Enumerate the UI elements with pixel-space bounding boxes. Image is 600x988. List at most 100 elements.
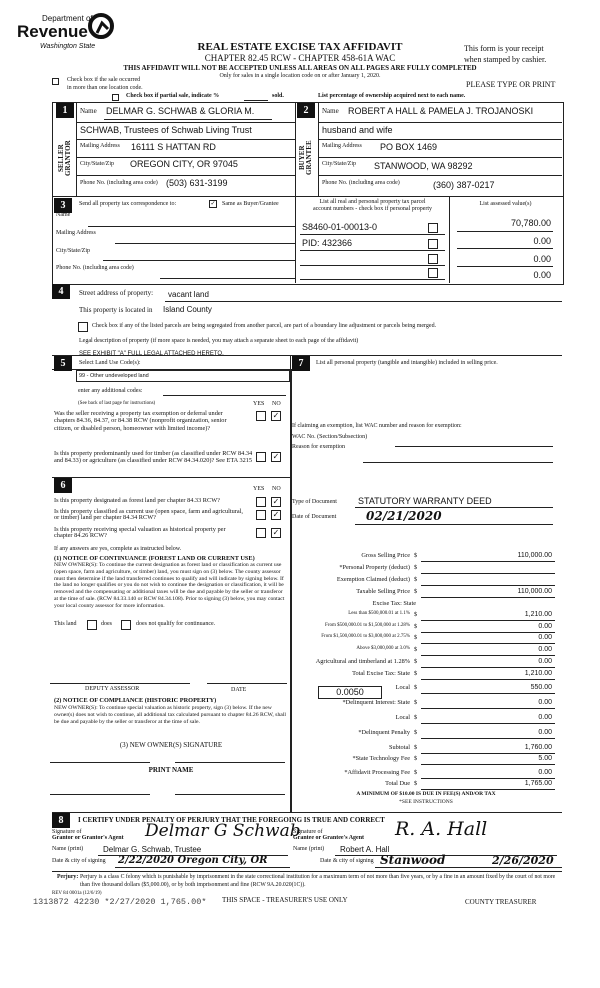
correspondence-mailing-field[interactable] [115,243,295,244]
tax-row-value[interactable]: 0.00 [538,646,552,653]
personal-property-checkbox[interactable] [428,268,438,278]
wac-field[interactable] [395,446,553,447]
correspondence-city-field[interactable] [103,260,295,261]
tax-row-value[interactable]: 0.00 [538,699,552,706]
same-as-buyer-checkbox[interactable]: ✓ [209,200,217,208]
grantor-signature[interactable]: Delmar G Schwab [145,821,301,841]
legal-description[interactable]: SEE EXHIBIT "A" FULL LEGAL ATTACHED HERE… [79,351,224,357]
seller-phone[interactable]: (503) 631-3199 [166,178,228,188]
tax-row-value[interactable]: 1,210.00 [524,611,552,618]
historic-yes-checkbox[interactable] [256,528,266,538]
tax-row-value[interactable]: 1,210.00 [524,670,552,677]
seller-name-line1[interactable]: DELMAR G. SCHWAB & GLORIA M. [106,106,255,116]
buyer-mailing-address[interactable]: PO BOX 1469 [380,142,438,152]
does-not-qualify-checkbox[interactable] [121,620,131,630]
tax-row-value[interactable]: 110,000.00 [517,588,552,595]
buyer-name-line1[interactable]: ROBERT A HALL & PAMELA J. TROJANOSKI [348,106,534,116]
assessed-value[interactable]: 0.00 [533,236,551,246]
dollar-sign: $ [414,780,418,787]
multi-location-checkbox[interactable] [52,78,59,85]
qualifies-checkbox[interactable] [87,620,97,630]
street-address[interactable]: vacant land [168,290,209,299]
grantee-name[interactable]: Robert A. Hall [340,845,390,854]
underline [421,561,555,562]
tax-row-value[interactable]: 0.00 [538,769,552,776]
seller-name-line2[interactable]: SCHWAB, Trustees of Schwab Living Trust [80,125,252,135]
personal-property-checkbox[interactable] [428,223,438,233]
new-owner-signature-label: (3) NEW OWNER(S) SIGNATURE [119,741,223,749]
buyer-phone-label: Phone No. (including area code) [322,180,400,186]
correspondence-phone-field[interactable] [160,278,295,279]
county[interactable]: Island County [163,305,212,314]
current-use-no-checkbox[interactable]: ✓ [271,510,281,520]
buyer-phone[interactable]: (360) 387-0217 [433,180,495,190]
buyer-name-line2[interactable]: husband and wife [322,125,393,135]
divider [52,477,290,478]
print-name-field-1[interactable] [50,794,150,795]
dollar-sign: $ [414,634,418,641]
assessed-value[interactable]: 0.00 [533,270,551,280]
partial-sale-checkbox[interactable] [112,94,119,101]
divider [318,175,562,176]
tax-row-value[interactable]: 0.00 [538,658,552,665]
parcel-number[interactable]: S8460-01-00013-0 [302,222,378,232]
tax-row-value[interactable]: 0.00 [538,634,552,641]
current-use-yes-checkbox[interactable] [256,510,266,520]
personal-property-checkbox[interactable] [428,239,438,249]
dollar-sign: $ [414,564,418,571]
underline [457,266,553,267]
personal-property-checkbox[interactable] [428,254,438,264]
exemption-yes-checkbox[interactable] [256,411,266,421]
doc-date[interactable]: 02/21/2020 [366,509,442,523]
assessed-value[interactable]: 70,780.00 [510,218,551,228]
dollar-sign: $ [414,699,418,706]
tax-row-label: Subtotal [389,744,410,751]
correspondence-name-field[interactable] [88,226,295,227]
section-number-3: 3 [54,198,72,213]
buyer-city-state-zip[interactable]: STANWOOD, WA 98292 [374,161,473,171]
new-owner-signature-field-1[interactable] [50,762,150,763]
parcel-number[interactable]: PID: 432366 [302,238,353,248]
underline [300,265,445,266]
deputy-assessor-signature-field[interactable] [50,683,190,684]
local-rate-field[interactable]: 0.0050 [318,686,382,699]
additional-codes-field[interactable] [163,395,286,396]
grantee-date-city-label: Date & city of signing [320,858,374,864]
grantee-signature[interactable]: R. A. Hall [395,818,488,840]
grantor-name[interactable]: Delmar G. Schwab, Trustee [103,845,202,854]
reason-field[interactable] [363,462,553,463]
seller-mailing-address[interactable]: 16111 S HATTAN RD [131,142,216,152]
tax-row-value[interactable]: 1,760.00 [524,744,552,751]
segregated-checkbox[interactable] [78,322,88,332]
tax-row-value[interactable]: 0.00 [538,714,552,721]
forest-yes-checkbox[interactable] [256,497,266,507]
timber-no-checkbox[interactable]: ✓ [271,452,281,462]
assessor-date-field[interactable] [207,683,287,684]
grantee-city[interactable]: Stanwood [380,853,446,867]
new-owner-signature-field-2[interactable] [175,762,285,763]
tax-row-label: Taxable Selling Price [356,588,410,595]
tax-row-value[interactable]: 0.00 [538,623,552,630]
seller-city-state-zip[interactable]: OREGON CITY, OR 97045 [130,159,238,169]
tax-row-value[interactable]: 1,765.00 [524,780,552,787]
print-name-field-2[interactable] [175,794,285,795]
tax-row-value[interactable]: 5.00 [538,755,552,762]
grantor-date-city[interactable]: 2/22/2020 Oregon City, OR [118,855,268,866]
historic-no-checkbox[interactable]: ✓ [271,528,281,538]
partial-sale-percent-field[interactable] [244,100,268,101]
divider [290,355,291,813]
exemption-no-checkbox[interactable]: ✓ [271,411,281,421]
partial-sale-sold: sold. [272,93,284,99]
underline [421,679,555,680]
doc-type[interactable]: STATUTORY WARRANTY DEED [358,496,492,506]
timber-yes-checkbox[interactable] [256,452,266,462]
tax-row-value[interactable]: 110,000.00 [517,552,552,559]
assessed-value[interactable]: 0.00 [533,254,551,264]
forest-no-checkbox[interactable]: ✓ [271,497,281,507]
question-current-use: Is this property classified as current u… [54,508,244,522]
tax-row-value[interactable]: 0.00 [538,729,552,736]
land-use-select[interactable]: 99 - Other undeveloped land [76,370,290,382]
grantee-date[interactable]: 2/26/2020 [492,854,554,867]
tax-row-value[interactable]: 550.00 [530,684,552,691]
if-yes-note: If any answers are yes, complete as inst… [54,546,182,552]
